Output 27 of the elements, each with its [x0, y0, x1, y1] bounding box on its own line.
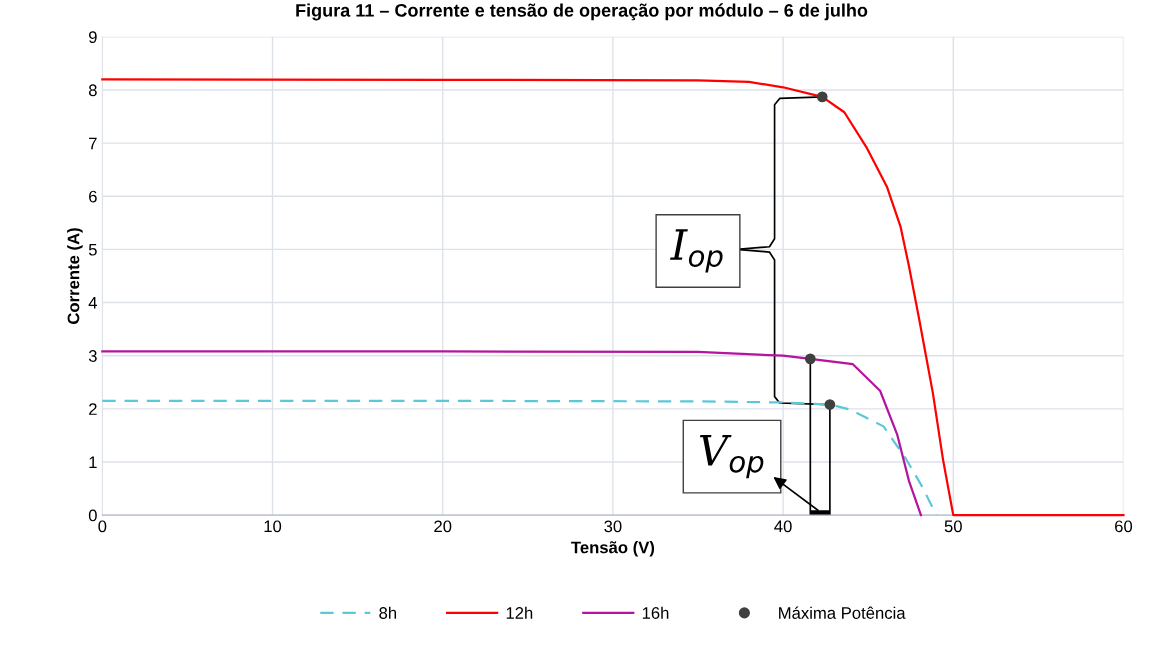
legend-label: Máxima Potência	[779, 606, 906, 619]
annotation: V$_{op}$	[699, 435, 764, 479]
chart-title: Figura 11 – Corrente e tensão de operação por módulo – 6 de julho	[296, 3, 868, 21]
y-tick-label: 5	[88, 243, 97, 256]
annotation: I$_{op}$	[670, 229, 723, 273]
y-tick-label: 4	[88, 297, 97, 309]
x-tick-label: 20	[434, 520, 452, 533]
y-tick-label: 1	[89, 456, 97, 469]
line-series	[101, 350, 923, 517]
x-tick-label: 60	[1115, 520, 1133, 533]
legend-label: 16h	[642, 606, 669, 619]
y-tick-label: 0	[88, 509, 97, 522]
y-tick-label: 9	[89, 31, 97, 43]
x-tick-label: 0	[98, 520, 107, 533]
legend-label: 8h	[379, 606, 397, 619]
y-tick-label: 6	[89, 190, 97, 203]
y-axis-title: Corrente (A)	[67, 228, 83, 324]
y-tick-label: 8	[88, 84, 97, 97]
y-tick-label: 2	[89, 403, 97, 415]
legend-label: 12h	[506, 606, 533, 619]
x-tick-label: 10	[264, 520, 282, 533]
y-tick-label: 7	[89, 137, 97, 150]
x-tick-label: 40	[774, 520, 792, 533]
x-tick-label: 30	[604, 520, 622, 533]
x-axis-title: Tensão (V)	[571, 541, 655, 557]
y-tick-label: 3	[88, 350, 97, 362]
x-tick-label: 50	[944, 520, 962, 533]
